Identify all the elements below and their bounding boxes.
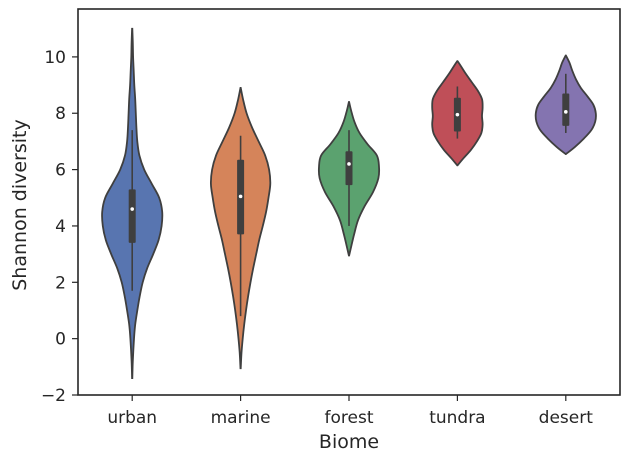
x-axis-label: Biome	[319, 431, 379, 453]
y-tick-label: 2	[55, 273, 66, 293]
violin-group-desert	[534, 54, 597, 155]
y-axis-label: Shannon diversity	[9, 119, 31, 291]
x-tick-label-desert: desert	[539, 408, 594, 428]
median-dot-urban	[130, 207, 134, 211]
x-tick-label-urban: urban	[107, 408, 157, 428]
y-tick-label: 4	[55, 217, 66, 237]
y-tick-label: −2	[41, 386, 66, 406]
y-tick-label: 8	[55, 104, 66, 124]
median-dot-desert	[564, 110, 568, 114]
iqr-box-urban	[128, 189, 136, 243]
y-tick-label: 6	[55, 161, 66, 181]
x-tick-label-forest: forest	[325, 408, 374, 428]
median-dot-forest	[347, 162, 351, 166]
median-dot-tundra	[455, 112, 460, 117]
violin-group-urban	[101, 27, 164, 379]
y-axis-ticks: −2 0 2 4 6 8 10	[41, 48, 78, 406]
y-tick-label: 10	[44, 48, 66, 68]
median-dot-marine	[238, 194, 243, 199]
violin-group-forest	[317, 101, 381, 257]
iqr-box-desert	[562, 93, 570, 126]
violin-group-tundra	[431, 60, 484, 167]
x-tick-label-tundra: tundra	[429, 408, 485, 428]
violins-layer	[101, 27, 597, 379]
x-axis-ticks: urban marine forest tundra desert	[107, 395, 593, 428]
y-tick-label: 0	[55, 330, 66, 350]
violin-group-marine	[209, 86, 272, 370]
iqr-box-forest	[345, 151, 353, 186]
x-tick-label-marine: marine	[211, 408, 271, 428]
